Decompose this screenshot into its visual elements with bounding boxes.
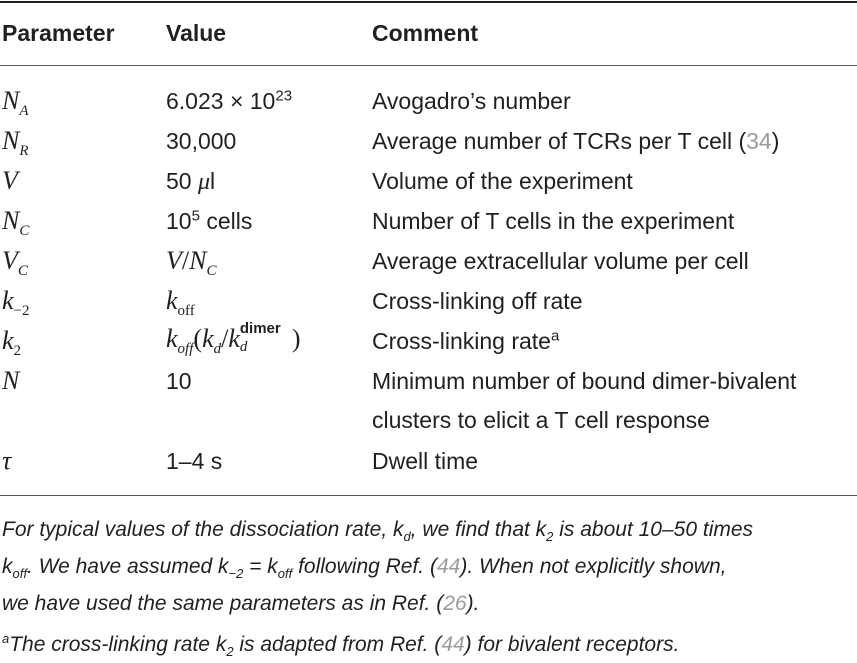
table-row-value-v: 50 μl <box>166 168 216 195</box>
table-row-comment-k2: Cross-linking ratea <box>372 327 560 354</box>
reference-link[interactable]: 44 <box>436 555 461 578</box>
reference-link[interactable]: 34 <box>746 128 772 154</box>
table-row-param-tau: τ <box>2 446 12 475</box>
table-row-comment-n: Minimum number of bound dimer-bivalent <box>372 368 797 394</box>
table-row-param-vc: VC <box>2 246 28 280</box>
table-row-comment-tau: Dwell time <box>372 448 479 474</box>
table-row-param-nr: NR <box>2 126 29 160</box>
table-row-comment-vc: Average extracellular volume per cell <box>372 248 749 274</box>
table-row-param-na: NA <box>2 86 29 120</box>
footnote-line-2: koff. We have assumed k−2 = koff followi… <box>2 555 727 582</box>
header-value: Value <box>166 20 227 46</box>
table-row-param-n: N <box>2 366 20 395</box>
table-row-param-k2: k2 <box>2 326 22 360</box>
table-row-value-vc: V/NC <box>166 246 217 280</box>
header-comment: Comment <box>372 20 479 46</box>
table-header-rule <box>0 65 857 66</box>
table-top-rule <box>0 1 857 3</box>
table-row-comment-n-line2: clusters to elicit a T cell response <box>372 407 710 433</box>
table-row-param-km2: k−2 <box>2 286 30 320</box>
table-row-value-k2: koff(kd/k dimer d) <box>166 320 301 358</box>
table-row-comment-nr: Average number of TCRs per T cell (34) <box>372 128 780 154</box>
table-row-comment-km2: Cross-linking off rate <box>372 288 583 314</box>
footnote-line-1: For typical values of the dissociation r… <box>2 518 754 545</box>
footnote-line-4: aThe cross-linking rate k2 is adapted fr… <box>2 631 680 660</box>
table-row-comment-v: Volume of the experiment <box>372 168 633 194</box>
table-row-value-n: 10 <box>166 368 192 394</box>
table-row-value-na: 6.023 × 1023 <box>166 87 293 114</box>
table-row-comment-nc: Number of T cells in the experiment <box>372 208 735 234</box>
table-row-value-nc: 105 cells <box>166 207 253 234</box>
table-bottom-rule <box>0 495 857 496</box>
table-row-value-km2: koff <box>166 286 195 320</box>
table-row-comment-na: Avogadro’s number <box>372 88 571 114</box>
table-row-param-v: V <box>2 166 18 195</box>
table-row-param-nc: NC <box>2 206 30 240</box>
table-footnote: For typical values of the dissociation r… <box>2 511 855 663</box>
reference-link[interactable]: 44 <box>441 633 465 656</box>
table-row-value-nr: 30,000 <box>166 128 237 154</box>
footnote-line-3: we have used the same parameters as in R… <box>2 592 480 615</box>
reference-link[interactable]: 26 <box>443 592 467 615</box>
header-parameter: Parameter <box>2 20 115 46</box>
table-row-value-tau: 1–4 s <box>166 448 223 474</box>
